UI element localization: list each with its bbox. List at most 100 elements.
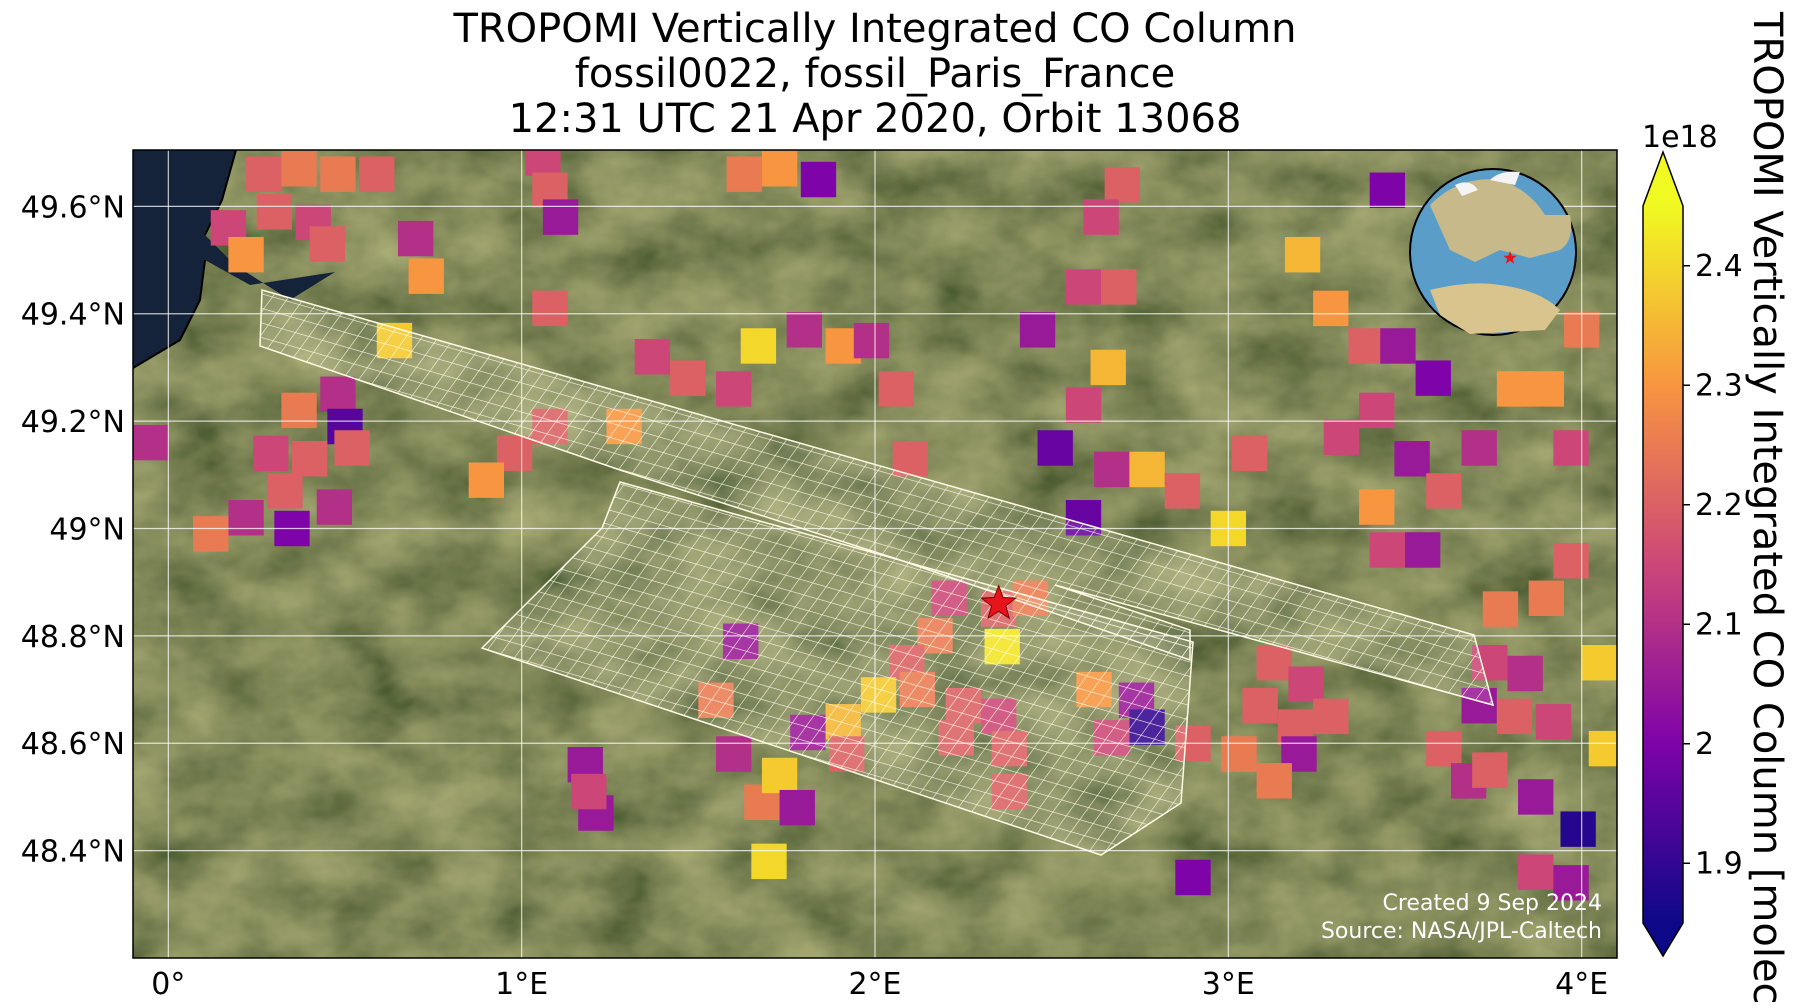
co-pixel xyxy=(670,360,706,396)
co-pixel xyxy=(1472,752,1508,788)
colorbar-tick-label: 2 xyxy=(1695,727,1714,762)
globe-site-marker xyxy=(1503,251,1517,264)
co-pixel xyxy=(1256,645,1292,681)
co-pixel xyxy=(571,773,607,810)
co-pixel xyxy=(468,462,504,498)
co-pixel xyxy=(1090,349,1126,386)
grid xyxy=(133,150,1617,958)
co-pixel xyxy=(1065,269,1102,305)
co-pixel xyxy=(542,199,579,235)
y-tick-label: 49°N xyxy=(49,512,125,547)
co-pixel xyxy=(878,371,914,407)
co-pixel xyxy=(228,500,264,536)
co-pixel xyxy=(1359,392,1395,429)
co-pixel xyxy=(1560,811,1596,847)
y-tick-label: 49.6°N xyxy=(21,190,125,225)
co-pixel xyxy=(800,161,837,198)
colorbar-label: TROPOMI Vertically Integrated CO Column … xyxy=(1744,11,1790,1008)
credit: Created 9 Sep 2024 xyxy=(1383,891,1603,916)
co-pixel xyxy=(716,371,752,407)
map-area: Created 9 Sep 2024 Source: NASA/JPL-Calt… xyxy=(133,150,1617,958)
map-frame xyxy=(132,149,1618,959)
co-pixel xyxy=(1426,730,1462,767)
co-pixel xyxy=(320,376,356,412)
colorbar-tick-label: 2.4 xyxy=(1695,249,1743,284)
globe-ice xyxy=(1455,171,1520,196)
x-tick-label: 1°E xyxy=(495,967,548,1002)
y-tick-label: 48.6°N xyxy=(21,727,125,762)
x-tick-label: 3°E xyxy=(1202,967,1255,1002)
co-pixel xyxy=(246,156,282,192)
co-pixel xyxy=(740,328,777,364)
co-pixel xyxy=(253,435,289,472)
colorbar-outline xyxy=(1642,149,1684,958)
co-pixel xyxy=(1553,430,1589,466)
co-pixel xyxy=(1553,865,1589,901)
co-pixel xyxy=(1426,473,1462,509)
co-pixel xyxy=(779,789,815,826)
co-pixel xyxy=(1553,542,1589,579)
co-pixel xyxy=(532,290,568,327)
co-pixel xyxy=(1461,430,1497,466)
inset-globe xyxy=(1409,168,1577,336)
co-pixel xyxy=(133,424,169,461)
colorbar-tick-label: 2.2 xyxy=(1695,488,1743,523)
x-tick-label: 2°E xyxy=(848,967,901,1002)
co-pixel xyxy=(1104,167,1140,203)
co-pixel xyxy=(309,226,345,262)
co-pixel xyxy=(1380,328,1416,364)
y-tick-label: 49.2°N xyxy=(21,405,125,440)
co-pixel xyxy=(761,151,798,187)
co-pixel xyxy=(1231,435,1268,472)
co-pixel xyxy=(1581,645,1617,681)
co-pixel xyxy=(398,220,434,257)
co-pixel xyxy=(1496,698,1533,735)
co-pixel xyxy=(1588,730,1617,767)
co-pixel xyxy=(1313,698,1349,735)
site-layer xyxy=(980,251,1517,620)
co-pixel xyxy=(292,440,328,477)
co-pixel xyxy=(1313,290,1349,327)
co-pixel xyxy=(1518,779,1554,815)
co-pixel xyxy=(1323,419,1360,455)
colorbar-tick-label: 2.1 xyxy=(1695,607,1743,642)
co-pixel xyxy=(1094,451,1130,488)
co-pixel xyxy=(1535,704,1572,740)
co-pixel xyxy=(1129,451,1165,488)
co-pixel xyxy=(1405,532,1441,568)
co-pixel xyxy=(634,338,671,375)
x-tick-label: 4°E xyxy=(1555,967,1608,1002)
co-pixel xyxy=(228,236,264,273)
colorbar-gradient xyxy=(1643,206,1683,923)
co-pixel xyxy=(1083,199,1119,235)
co-pixel xyxy=(726,156,762,192)
co-pixel xyxy=(1175,859,1211,896)
co-pixel xyxy=(320,156,356,192)
co-pixel xyxy=(1528,371,1564,407)
co-pixel xyxy=(1019,312,1056,348)
co-pixel xyxy=(1482,591,1519,627)
co-pixel xyxy=(267,473,303,509)
co-pixel xyxy=(1369,532,1405,568)
co-pixel xyxy=(1496,371,1533,407)
co-pixel xyxy=(751,843,787,880)
co-pixel xyxy=(1415,360,1451,396)
globe-land xyxy=(1430,283,1560,334)
site-marker xyxy=(980,584,1018,620)
co-pixel xyxy=(1164,473,1201,509)
co-pixel xyxy=(334,430,370,466)
co-pixel xyxy=(1369,172,1405,208)
co-pixel xyxy=(281,392,317,429)
co-pixel xyxy=(256,194,292,230)
co-pixel xyxy=(1394,440,1430,477)
colorbar-extend-max xyxy=(1643,152,1683,206)
co-pixel xyxy=(281,151,317,187)
co-pixel xyxy=(1065,387,1102,423)
colorbar-offset: 1e18 xyxy=(1642,120,1718,155)
co-pixel xyxy=(1359,489,1395,525)
globe-land xyxy=(1430,179,1572,262)
colorbar: 1.9 2 2.1 2.2 2.3 2.4 xyxy=(1642,149,1743,958)
co-pixel xyxy=(853,322,890,359)
colorbar-tick-label: 2.3 xyxy=(1695,368,1743,403)
